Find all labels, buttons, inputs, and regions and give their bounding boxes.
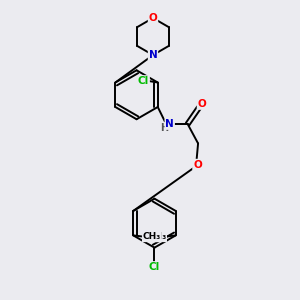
Text: Cl: Cl: [138, 76, 149, 86]
Text: H: H: [160, 123, 168, 133]
Text: Cl: Cl: [149, 262, 160, 272]
Text: N: N: [165, 119, 174, 129]
Text: CH₃: CH₃: [148, 232, 166, 242]
Text: N: N: [148, 50, 158, 60]
Text: O: O: [198, 99, 206, 109]
Text: O: O: [193, 160, 202, 170]
Text: O: O: [148, 13, 158, 23]
Text: CH₃: CH₃: [143, 232, 161, 242]
